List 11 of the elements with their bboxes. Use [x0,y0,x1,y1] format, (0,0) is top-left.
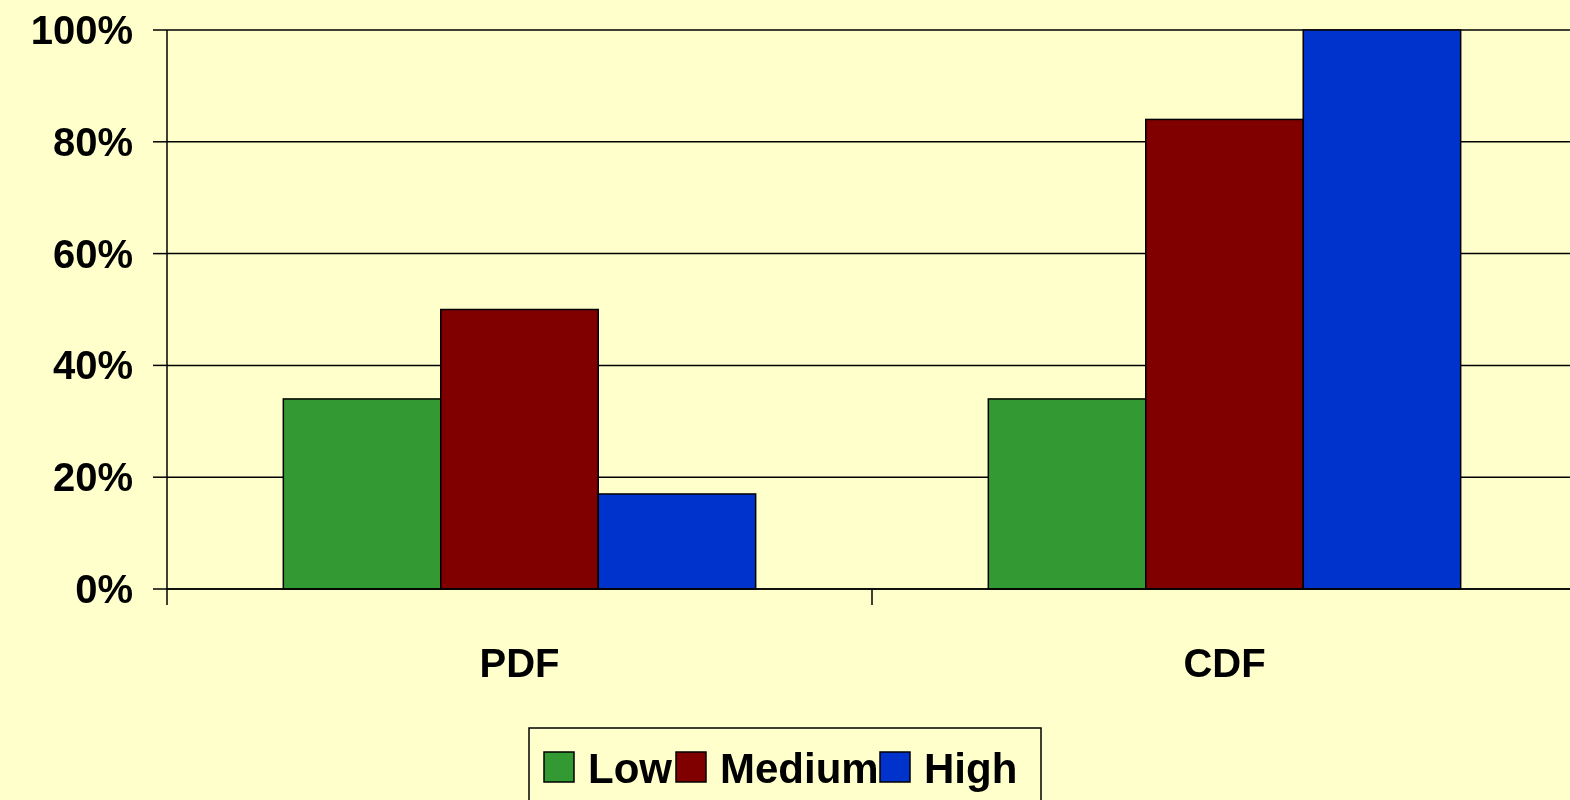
legend-label: Low [588,744,673,792]
y-tick-label: 20% [52,455,133,500]
x-tick-label: PDF [479,641,560,685]
legend-label: High [924,744,1018,792]
y-tick-label: 60% [52,231,133,276]
legend-label: Medium [720,744,879,792]
y-tick-label: 40% [52,343,133,388]
x-tick-label: CDF [1183,641,1266,685]
y-tick-label: 80% [52,119,133,164]
y-tick-label: 0% [75,567,133,611]
y-tick-label: 100% [30,8,133,52]
